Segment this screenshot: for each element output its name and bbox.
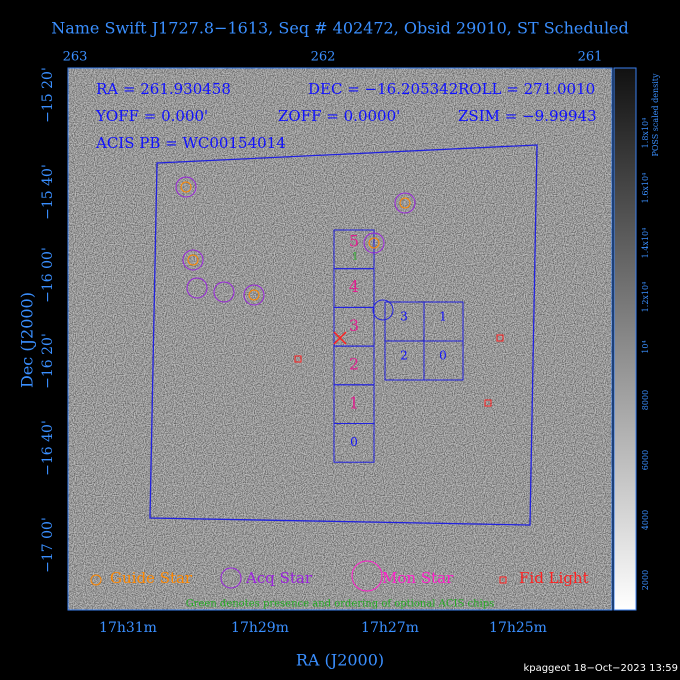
colorbar-label: POSS scaled density [651,73,660,157]
acis-s-chip-label: 3 [349,316,359,335]
acis-s-chip-label: 4 [349,277,359,296]
x-tick-label: 17h27m [361,620,419,636]
colorbar [613,67,637,611]
legend-label: Acq Star [245,569,313,587]
guide-star [399,197,411,209]
legend-label: Guide Star [110,569,193,587]
top-tick-label: 261 [578,50,603,65]
info-text: RA = 261.930458 [96,80,231,98]
colorbar-tick-label: 1.2x10⁴ [641,282,650,313]
acis-s-chip-label: 2 [349,355,359,374]
colorbar-tick-label: 1.4x10⁴ [641,228,650,259]
acis-s-chip-label: 5 [349,232,359,251]
y-tick-label: −17 00' [40,517,56,573]
acis-s-chip-label: 1 [349,393,359,412]
colorbar-tick-label: 1.8x10⁴ [641,118,650,149]
legend-fid-icon [499,576,507,584]
legend-guide-icon [90,574,102,586]
x-tick-label: 17h25m [489,620,547,636]
aimpoint [333,331,347,345]
acis-i-chip-label: 1 [439,310,447,324]
legend-mon-icon [351,560,383,592]
y-tick-label: −16 00' [40,247,56,303]
fid-light [496,334,504,342]
y-tick-label: −15 40' [40,164,56,220]
acis-i-chip-label: 2 [400,349,408,363]
info-text: ROLL = 271.0010 [458,80,595,98]
info-text: ACIS PB = WC00154014 [95,134,286,152]
info-text: DEC = −16.205342 [308,80,458,98]
x-tick-label: 17h29m [231,620,289,636]
legend-label: Mon Star [382,569,454,587]
legend-label: Fid Light [519,569,589,587]
top-tick-label: 263 [63,50,88,65]
legend-acq-icon [220,567,242,589]
field-outline [149,144,538,526]
colorbar-tick-label: 10⁴ [641,340,650,353]
colorbar-tick-label: 8000 [641,390,650,410]
title: Name Swift J1727.8−1613, Seq # 402472, O… [51,19,629,38]
acq-star [175,176,197,198]
top-tick-label: 262 [311,50,336,65]
acis-s-chip-label: 0 [350,435,358,449]
acq-star [186,277,208,299]
info-text: YOFF = 0.000' [95,107,208,125]
acq-star [243,284,265,306]
y-tick-label: −16 20' [40,333,56,389]
acis-i-chip-label: 0 [439,349,447,363]
y-tick-label: −15 20' [40,67,56,123]
x-tick-label: 17h31m [99,620,157,636]
acis-i-chip [423,340,464,381]
footer: kpaggeot 18−Oct−2023 13:59 [523,663,678,674]
y-tick-label: −16 40' [40,420,56,476]
x-axis-label: RA (J2000) [296,651,384,670]
guide-star [180,181,192,193]
guide-star [187,254,199,266]
info-text: ZSIM = −9.99943 [458,107,597,125]
note: Green denotes presence and ordering of o… [186,599,495,610]
colorbar-tick-label: 4000 [641,510,650,530]
acq-star [363,232,385,254]
acq-star [182,249,204,271]
plot-frame [67,67,613,611]
colorbar-tick-label: 1.6x10⁴ [641,173,650,204]
fid-light [484,399,492,407]
acis-i-chip-label: 3 [400,310,408,324]
acq-star [394,192,416,214]
guide-star [248,289,260,301]
colorbar-tick-label: 2000 [641,570,650,590]
y-axis-label: Dec (J2000) [18,292,37,388]
colorbar-tick-label: 6000 [641,450,650,470]
guide-star [368,237,380,249]
mon-window [372,299,394,321]
fid-light [294,355,302,363]
acis-s-chip [333,423,375,463]
info-text: ZOFF = 0.0000' [278,107,400,125]
acq-star [213,281,235,303]
optional-chip-label: 1 [352,252,358,263]
